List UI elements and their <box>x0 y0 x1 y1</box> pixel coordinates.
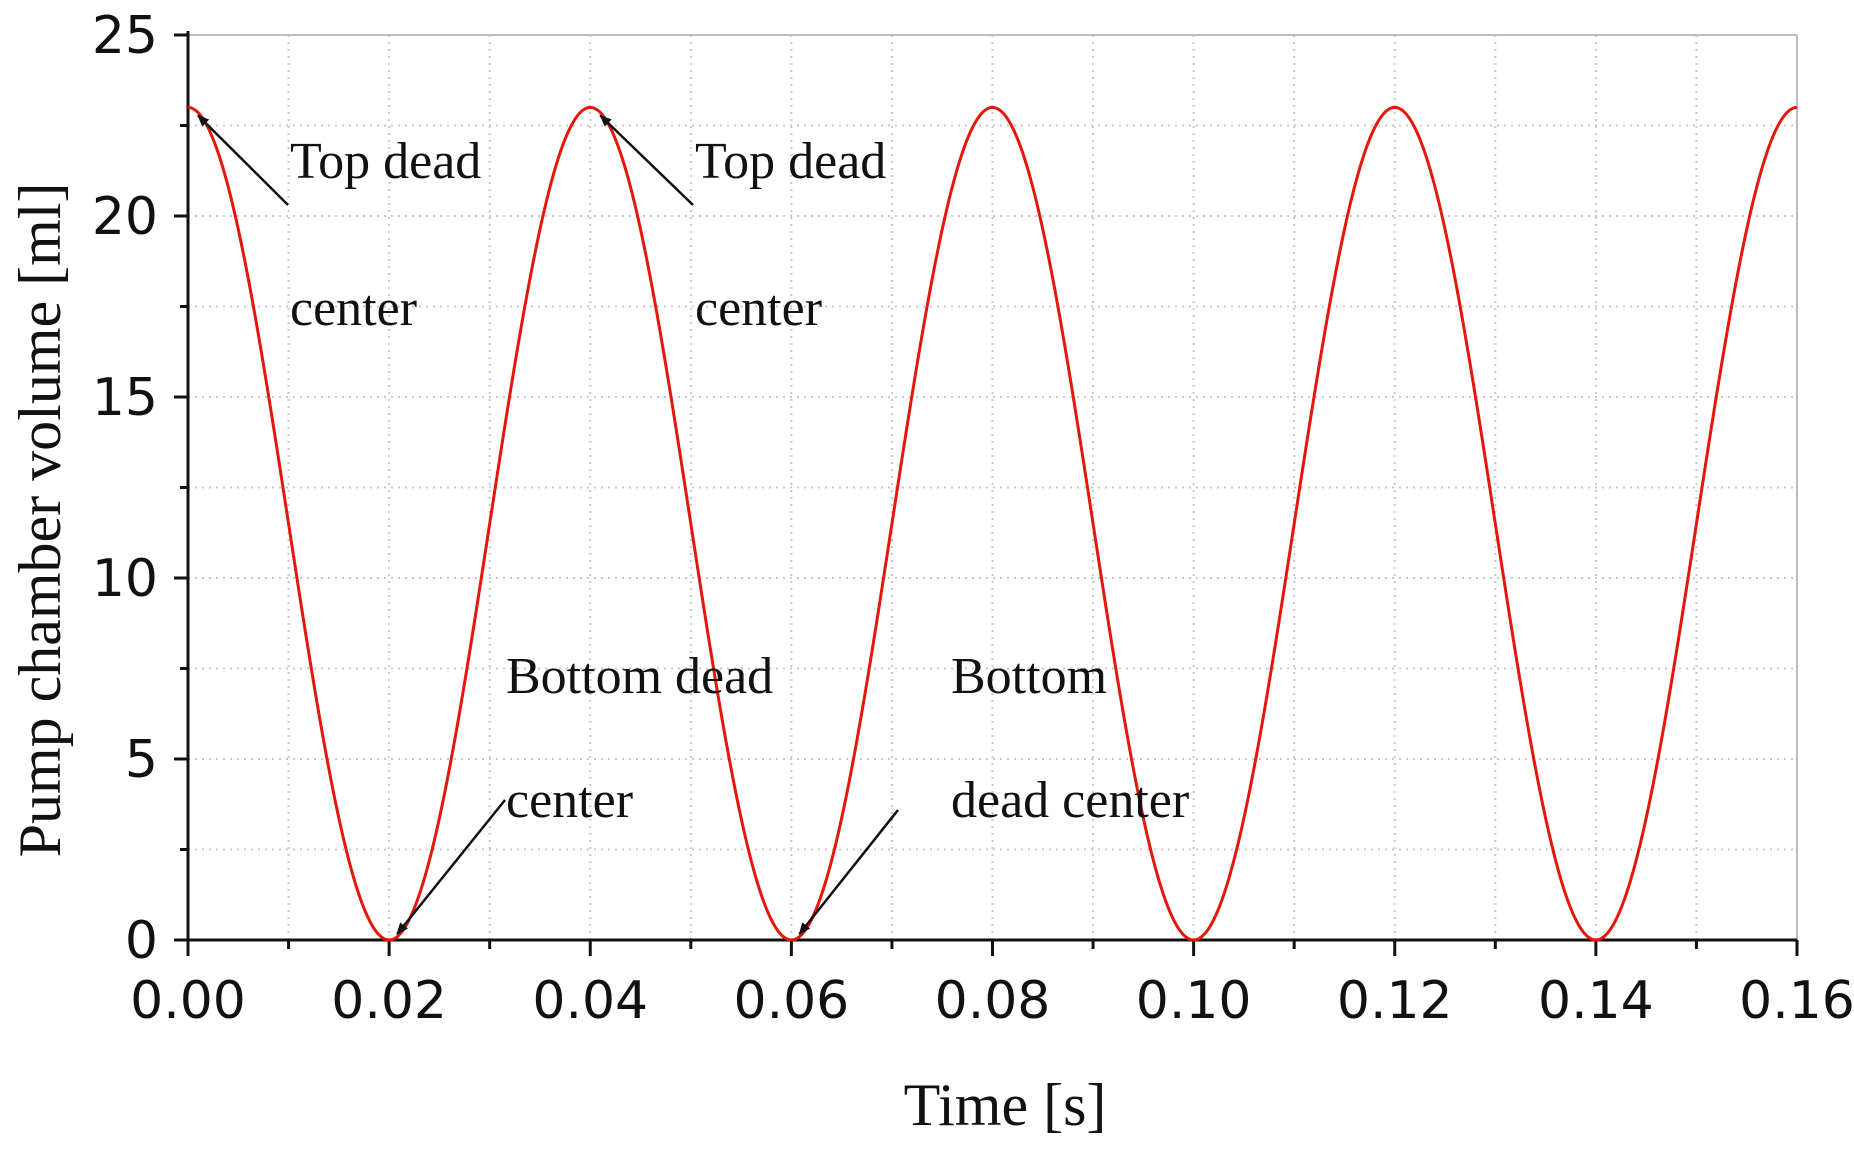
annotations-layer: Top dead center Top dead center Bottom dead c… <box>197 114 1189 935</box>
x-tick-label: 0.04 <box>532 971 648 1031</box>
annotation-label: Top dead <box>695 133 886 190</box>
annotation-arrow <box>197 114 289 206</box>
x-tick-label: 0.16 <box>1739 971 1854 1031</box>
y-tick-label: 25 <box>92 6 158 66</box>
x-tick-label: 0.12 <box>1337 971 1453 1031</box>
annotation-label: center <box>695 280 822 337</box>
annotation-arrow <box>396 799 506 935</box>
x-tick-label: 0.06 <box>733 971 849 1031</box>
y-axis-title: Pump chamber volume [ml] <box>7 183 73 858</box>
annotation-label: center <box>506 772 633 829</box>
x-tick-label: 0.14 <box>1538 971 1654 1031</box>
annotation-label: dead center <box>951 772 1189 829</box>
y-tick-label: 15 <box>92 368 158 428</box>
x-tick-label: 0.08 <box>935 971 1051 1031</box>
x-tick-label: 0.00 <box>130 971 246 1031</box>
axes-layer: 0.00 0.02 0.04 0.06 0.08 0.10 0.12 0.14 0.16 0 5 10… <box>92 6 1854 1031</box>
y-tick-label: 20 <box>92 187 158 247</box>
x-axis-title: Time [s] <box>904 1072 1107 1138</box>
series-line <box>187 105 1798 942</box>
series-layer <box>187 105 1798 942</box>
x-tick-label: 0.10 <box>1136 971 1252 1031</box>
annotation-arrow <box>798 809 899 935</box>
annotation-arrow <box>599 114 694 206</box>
annotation-label: Bottom dead <box>506 648 773 705</box>
y-tick-label: 0 <box>125 911 158 971</box>
x-tick-label: 0.02 <box>331 971 447 1031</box>
y-tick-label: 5 <box>125 730 158 790</box>
y-tick-label: 10 <box>92 549 158 609</box>
annotation-label: Top dead <box>290 133 481 190</box>
annotation-label: Bottom <box>951 648 1107 705</box>
annotation-label: center <box>290 280 417 337</box>
